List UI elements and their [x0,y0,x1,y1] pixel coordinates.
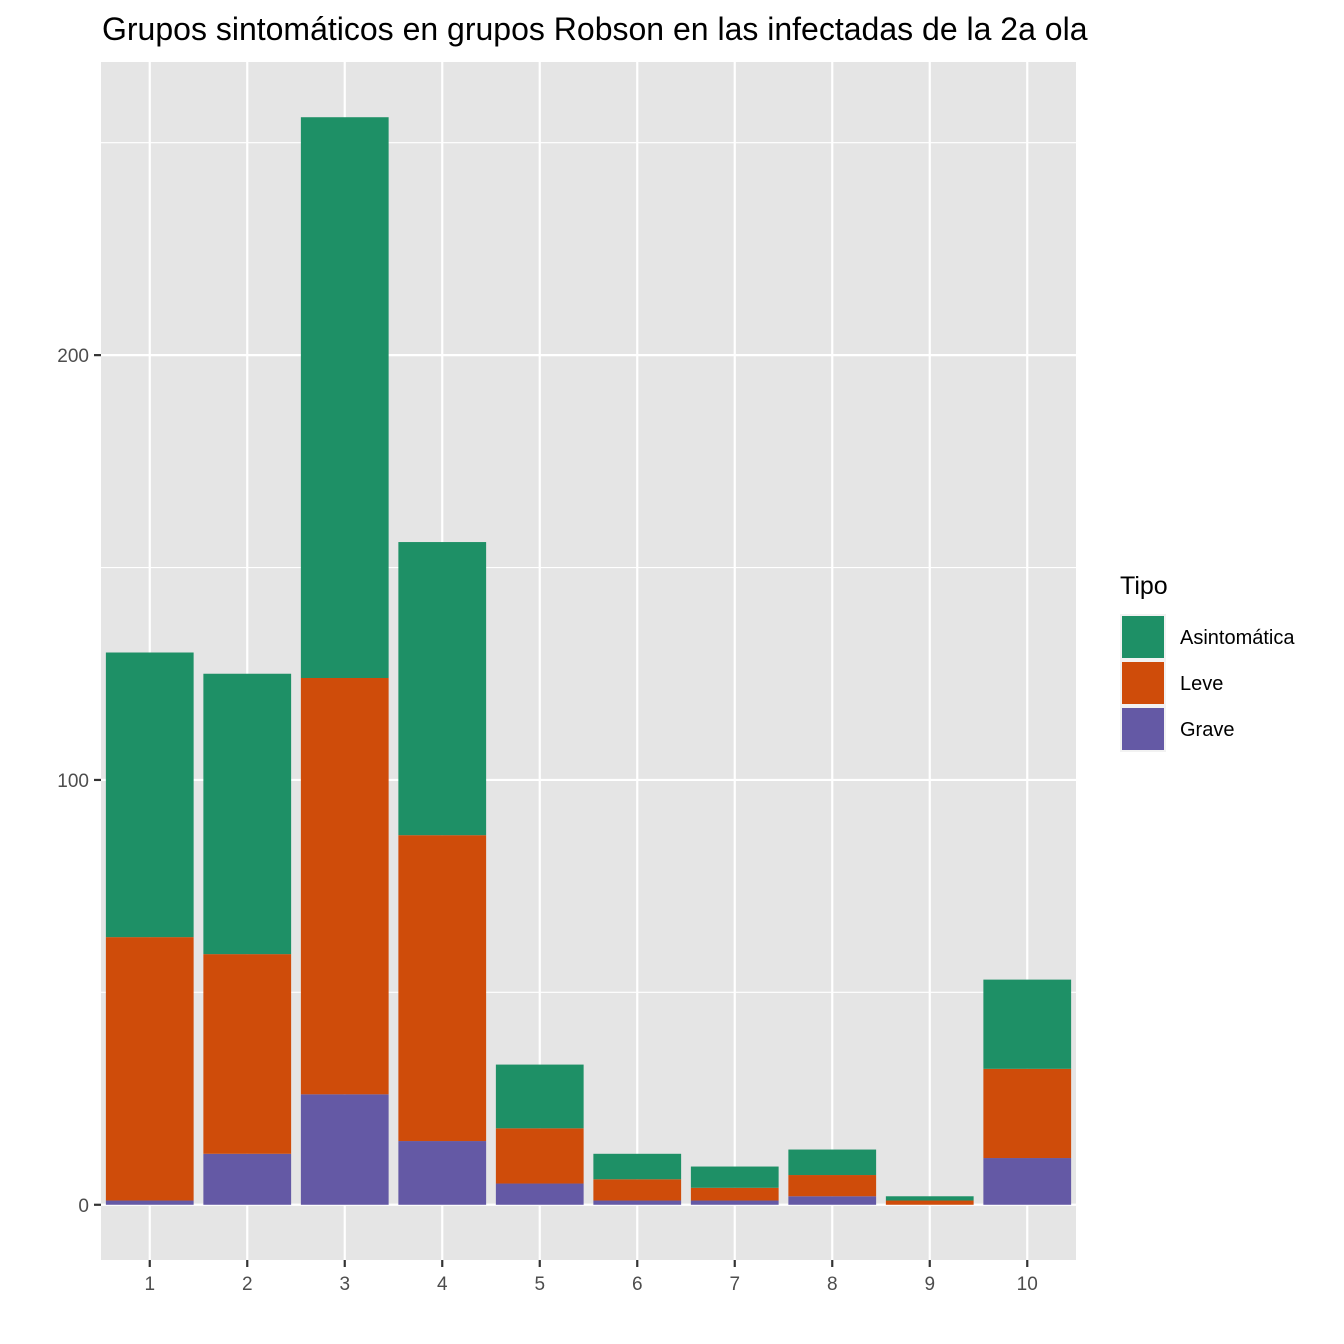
legend-label: Asintomática [1180,627,1295,649]
y-tick-label: 100 [57,771,89,792]
bar-grave-7 [690,1200,779,1205]
legend-key-0 [1122,616,1164,658]
bar-asintomática-10 [983,979,1072,1069]
bar-leve-6 [593,1179,682,1201]
bar-grave-4 [398,1141,487,1205]
y-tick-label: 200 [57,346,89,367]
bar-leve-5 [495,1128,584,1184]
bar-leve-2 [203,954,292,1154]
bar-grave-3 [300,1094,389,1205]
bar-asintomática-1 [105,652,194,938]
bar-asintomática-9 [885,1196,974,1201]
bar-asintomática-4 [398,542,487,836]
bar-asintomática-3 [300,117,389,678]
legend-label: Leve [1180,673,1223,695]
x-tick-label: 4 [437,1274,448,1295]
bar-asintomática-5 [495,1064,584,1129]
legend-key-1 [1122,662,1164,704]
x-tick-label: 6 [632,1274,643,1295]
bar-asintomática-7 [690,1166,779,1188]
bar-grave-6 [593,1200,682,1205]
bar-grave-2 [203,1153,292,1205]
bar-leve-4 [398,835,487,1142]
x-axis: 1 2 3 4 5 6 7 8 9 10 [144,1260,1038,1295]
legend-title: Tipo [1120,572,1168,600]
x-tick-label: 7 [729,1274,740,1295]
bar-leve-10 [983,1068,1072,1159]
legend: Tipo Asintomática Leve Grave [1120,572,1295,752]
x-tick-label: 9 [924,1274,935,1295]
bar-leve-3 [300,677,389,1095]
bar-grave-8 [788,1196,877,1205]
x-tick-label: 5 [534,1274,545,1295]
bar-grave-1 [105,1200,194,1205]
x-tick-label: 3 [339,1274,350,1295]
x-tick-label: 2 [242,1274,253,1295]
chart-title: Grupos sintomáticos en grupos Robson en … [102,11,1088,47]
bars [105,117,1072,1205]
y-axis: 0 100 200 [57,346,101,1217]
bar-leve-7 [690,1187,779,1201]
bar-grave-5 [495,1183,584,1205]
bar-leve-8 [788,1175,877,1197]
x-tick-label: 10 [1017,1274,1038,1295]
legend-label: Grave [1180,719,1234,741]
bar-asintomática-8 [788,1149,877,1176]
bar-asintomática-2 [203,673,292,955]
legend-key-2 [1122,708,1164,750]
x-tick-label: 1 [144,1274,155,1295]
bar-grave-10 [983,1158,1072,1205]
y-tick-label: 0 [78,1196,89,1217]
bar-asintomática-6 [593,1153,682,1180]
bar-leve-9 [885,1200,974,1205]
x-tick-label: 8 [827,1274,838,1295]
bar-leve-1 [105,937,194,1201]
